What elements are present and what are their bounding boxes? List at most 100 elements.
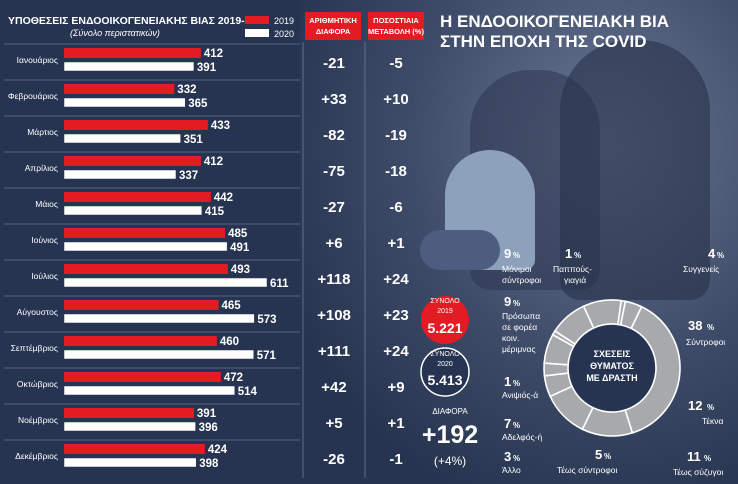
month-label: Απρίλιος [25, 163, 58, 173]
bar-2019-value: 460 [220, 336, 239, 348]
col-header-diff-line2: ΔΙΑΦΟΡΑ [316, 27, 351, 36]
donut-chart [543, 299, 681, 437]
month-label: Ιανουάριος [17, 55, 58, 65]
total-2019-year: 2019 [437, 308, 453, 315]
percent-change-value: -18 [385, 163, 407, 180]
bar-2020 [63, 457, 197, 468]
bar-2020-value: 573 [257, 314, 276, 326]
bar-chart-group: Ιανουάριος 412 391 -21 -5 Φεβρουάριος 332 365 +3… [4, 43, 409, 470]
percent-change-value: +10 [383, 91, 408, 108]
bar-2020 [63, 205, 203, 216]
total-2019-label: ΣΥΝΟΛΟ [430, 298, 460, 305]
bar-2020 [63, 61, 195, 72]
bar-2019-value: 412 [204, 48, 223, 60]
crouching-girl-legs [420, 230, 500, 270]
total-2020-year: 2020 [437, 361, 453, 368]
percent-change-value: +9 [387, 379, 404, 396]
pie-pct-sign: % [513, 379, 520, 388]
pie-pct-allo: 3 [504, 449, 511, 464]
arithmetic-diff-value: -82 [323, 127, 345, 144]
bar-2020 [63, 277, 268, 288]
total-2020-label: ΣΥΝΟΛΟ [430, 351, 460, 358]
bar-2019 [64, 408, 194, 418]
pie-pct-sign: % [717, 251, 724, 260]
pie-pct-sign: % [513, 299, 520, 308]
pie-name-pappous-1: Παππούς- [553, 264, 592, 274]
bar-2020-value: 415 [205, 206, 225, 218]
bar-2020 [63, 421, 196, 432]
bar-2020-value: 351 [184, 134, 204, 146]
pie-name-teos-syntrofoi: Τέως σύντροφοι [557, 465, 617, 475]
arithmetic-diff-value: -26 [323, 451, 345, 468]
pie-name-tekna: Τέκνα [702, 416, 724, 426]
bar-2020 [63, 241, 228, 252]
bar-2019-value: 442 [214, 192, 233, 204]
percent-change-value: -6 [389, 199, 402, 216]
arithmetic-diff-value: -21 [323, 55, 345, 72]
month-label: Νοέμβριος [18, 415, 58, 425]
percent-change-value: +24 [383, 271, 409, 288]
month-label: Ιούλιος [31, 271, 58, 281]
pie-name-teos-syzygoi: Τέως σύζυγοι [673, 467, 723, 477]
chart-title: ΥΠΟΘΕΣΕΙΣ ΕΝΔΟΟΙΚΟΓΕΝΕΙΑΚΗΣ ΒΙΑΣ 2019-20… [8, 15, 268, 27]
bar-2019 [64, 264, 228, 274]
chart-subtitle: (Σύνολο περιστατικών) [70, 28, 160, 38]
pie-pct-sign: % [574, 251, 581, 260]
bar-2020 [63, 313, 255, 324]
percent-change-value: -1 [389, 451, 402, 468]
pie-name-anipsios: Ανιψιός-ά [502, 390, 538, 400]
pie-name-prosopa-2: σε φορέα [502, 322, 537, 332]
pie-name-monimoi-2: σύντροφοι [502, 275, 541, 285]
bar-2019-value: 391 [197, 408, 217, 420]
diff-label: ΔΙΑΦΟΡΑ [432, 407, 468, 416]
bar-2019 [64, 192, 211, 202]
diff-pct: (+4%) [434, 454, 466, 468]
bar-2019 [64, 120, 208, 130]
bar-2020-value: 391 [197, 62, 217, 74]
arithmetic-diff-value: +5 [325, 415, 342, 432]
bar-2019 [64, 372, 221, 382]
donut-slice [619, 300, 643, 330]
bar-2019 [64, 156, 201, 166]
percent-change-value: -19 [385, 127, 407, 144]
bar-2019 [64, 48, 201, 58]
col-header-diff-line1: ΑΡΙΘΜΗΤΙΚΗ [309, 16, 357, 25]
total-2019-circle [421, 296, 469, 344]
pie-pct-teos-syzygoi: 11 [687, 449, 701, 464]
bar-2019-value: 485 [228, 228, 248, 240]
arithmetic-diff-value: +6 [325, 235, 342, 252]
bar-2019 [64, 228, 226, 238]
percent-change-value: +24 [383, 343, 409, 360]
arithmetic-diff-value: +42 [321, 379, 346, 396]
month-label: Οκτώβριος [17, 379, 58, 389]
donut-center-line2: ΘΥΜΑΤΟΣ [590, 361, 634, 371]
main-title-line1: Η ΕΝΔΟΟΙΚΟΓΕΝΕΙΑΚΗ ΒΙΑ [440, 12, 669, 31]
bar-2020 [63, 133, 181, 144]
pie-pct-teos-syntrofoi: 5 [595, 447, 602, 462]
pie-pct-sign: % [707, 323, 714, 332]
bar-2020-value: 396 [199, 422, 218, 434]
pie-name-adelfos: Αδελφός-ή [502, 432, 542, 442]
arithmetic-diff-value: +33 [321, 91, 346, 108]
pie-pct-sign: % [707, 403, 714, 412]
pie-pct-sign: % [704, 454, 711, 463]
bar-2020 [63, 169, 177, 180]
bar-2019 [64, 84, 175, 94]
col-header-pct-line2: ΜΕΤΑΒΟΛΗ (%) [368, 27, 424, 36]
percent-change-value: +23 [383, 307, 408, 324]
col-header-diff-box [305, 12, 361, 40]
bar-2020-value: 611 [270, 278, 289, 290]
percent-change-value: +1 [387, 235, 404, 252]
pie-pct-syggeneis: 4 [708, 246, 716, 261]
pie-pct-tekna: 12 [688, 398, 702, 413]
month-label: Ιούνιος [31, 235, 58, 245]
pie-pct-sign: % [513, 421, 520, 430]
donut-center [569, 325, 655, 411]
arithmetic-diff-value: +111 [318, 343, 350, 360]
bar-2019 [64, 444, 205, 454]
pie-name-pappous-2: γιαγιά [564, 275, 586, 285]
pie-name-allo: Άλλο [502, 465, 521, 475]
arithmetic-diff-value: +108 [317, 307, 351, 324]
legend-swatch-2020 [245, 29, 269, 37]
